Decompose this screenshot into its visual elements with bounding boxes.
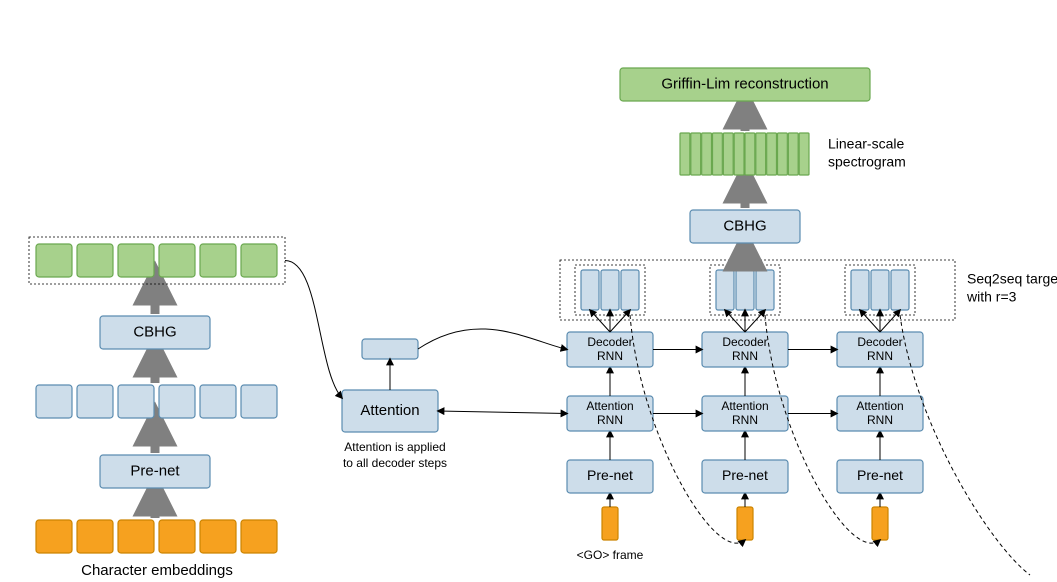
dec-prenet-2: Pre-net (857, 467, 903, 483)
dec-dec1-2: Decoder (857, 335, 902, 349)
lin-l2: spectrogram (828, 154, 906, 170)
dec-dec2-0: RNN (597, 349, 623, 363)
dec-attn1-1: Attention (721, 399, 768, 413)
attn-bidir (438, 411, 567, 414)
attn-cap2: to all decoder steps (343, 456, 447, 470)
dec-dec2-1: RNN (732, 349, 758, 363)
dec-attn2-0: RNN (597, 413, 623, 427)
seq-l1: Seq2seq target (967, 271, 1057, 287)
go-frame-label: <GO> frame (577, 548, 644, 562)
seq-l2: with r=3 (966, 289, 1017, 305)
dec-attn2-1: RNN (732, 413, 758, 427)
post-cbhg: CBHG (723, 217, 766, 234)
dec-dec2-2: RNN (867, 349, 893, 363)
dec-attn1-0: Attention (586, 399, 633, 413)
attn-cap1: Attention is applied (344, 440, 445, 454)
char-emb-label: Character embeddings (81, 562, 233, 579)
dec-dec1-1: Decoder (722, 335, 767, 349)
curve-enc-attn (285, 261, 342, 399)
dec-prenet-1: Pre-net (722, 467, 768, 483)
dec-dec1-0: Decoder (587, 335, 632, 349)
dec-prenet-0: Pre-net (587, 467, 633, 483)
attention-box: Attention (360, 402, 419, 419)
dec-attn1-2: Attention (856, 399, 903, 413)
enc-prenet: Pre-net (130, 462, 180, 479)
enc-cbhg: CBHG (133, 323, 176, 340)
griffin-box: Griffin-Lim reconstruction (661, 75, 828, 92)
lin-l1: Linear-scale (828, 136, 904, 152)
dec-attn2-2: RNN (867, 413, 893, 427)
